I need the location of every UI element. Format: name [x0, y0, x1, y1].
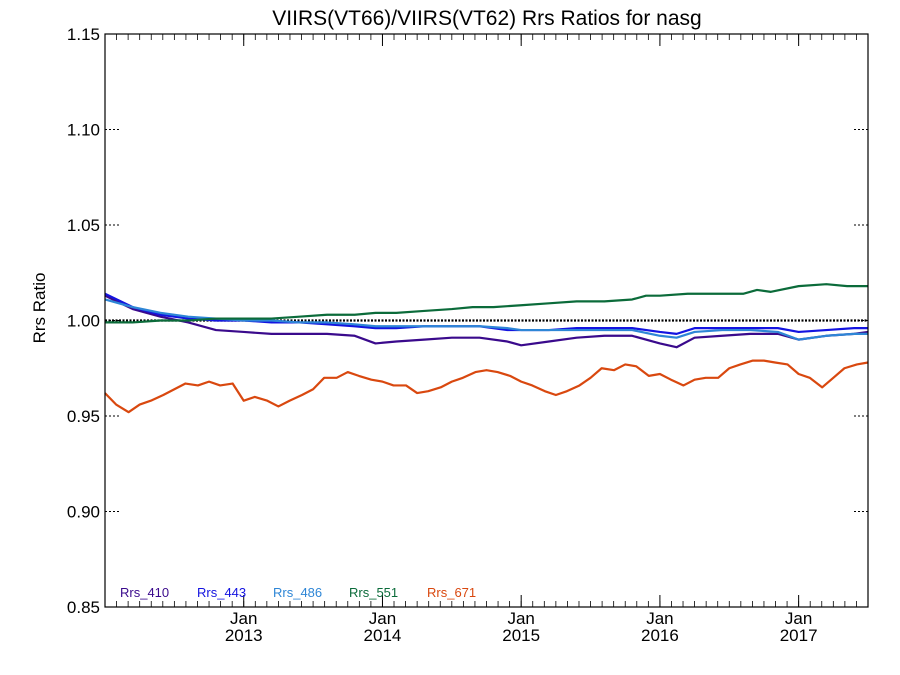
series-line-rrs-671 — [104, 359, 869, 414]
y-tick-label: 1.10 — [67, 121, 100, 140]
x-tick-year: 2017 — [780, 626, 818, 645]
y-tick-label: 1.15 — [67, 25, 100, 44]
series-line-rrs-486 — [104, 298, 868, 341]
x-tick-month: Jan — [369, 609, 396, 628]
y-tick-label: 0.90 — [67, 503, 100, 522]
x-tick-year: 2013 — [225, 626, 263, 645]
series-line-rrs-443 — [104, 292, 868, 335]
x-tick-month: Jan — [785, 609, 812, 628]
plot-frame — [104, 33, 869, 608]
x-tick-month: Jan — [507, 609, 534, 628]
legend-item-rrs-551: Rrs_551 — [349, 585, 398, 600]
y-tick-label: 1.00 — [67, 312, 100, 331]
x-tick-year: 2015 — [502, 626, 540, 645]
series-line-rrs-410 — [104, 294, 869, 349]
x-tick-month: Jan — [646, 609, 673, 628]
x-tick-month: Jan — [230, 609, 257, 628]
legend-item-rrs-671: Rrs_671 — [427, 585, 476, 600]
x-tick-year: 2016 — [641, 626, 679, 645]
y-axis-label: Rrs Ratio — [30, 273, 49, 344]
legend-item-rrs-443: Rrs_443 — [197, 585, 246, 600]
legend-item-rrs-410: Rrs_410 — [120, 585, 169, 600]
legend: Rrs_410 Rrs_443 Rrs_486 Rrs_551 Rrs_671 — [120, 585, 476, 600]
series-line-rrs-551 — [105, 283, 868, 324]
legend-item-rrs-486: Rrs_486 — [273, 585, 322, 600]
chart-title: VIIRS(VT66)/VIIRS(VT62) Rrs Ratios for n… — [272, 7, 701, 30]
series-lines — [104, 283, 869, 414]
x-tick-year: 2014 — [364, 626, 402, 645]
y-tick-label: 1.05 — [67, 216, 100, 235]
y-axis-ticks: 0.85 0.90 0.95 1.00 1.05 1.10 1.15 — [67, 25, 868, 617]
y-tick-label: 0.95 — [67, 407, 100, 426]
y-tick-label: 0.85 — [67, 598, 100, 617]
